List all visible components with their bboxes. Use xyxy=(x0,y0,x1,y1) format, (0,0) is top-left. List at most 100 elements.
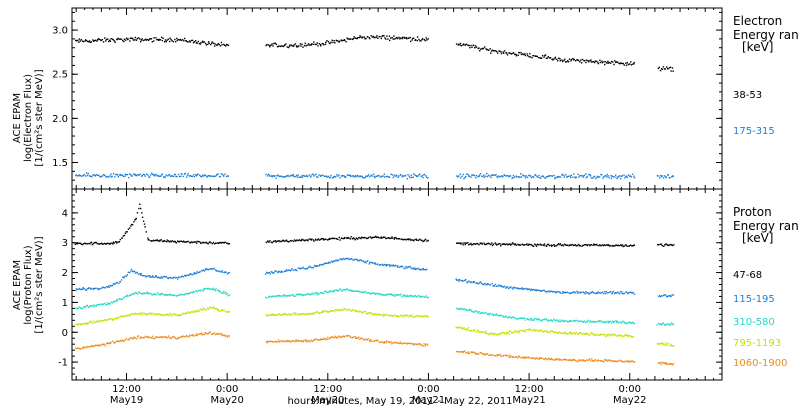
data-point-38-53 xyxy=(599,61,602,64)
data-point-795-1193 xyxy=(349,308,351,311)
data-point-115-195 xyxy=(517,287,519,290)
data-point-115-195 xyxy=(346,258,348,260)
data-point-1060-1900 xyxy=(228,335,230,337)
data-point-175-315 xyxy=(362,177,364,179)
data-point-175-315 xyxy=(299,176,302,178)
data-point-38-53 xyxy=(459,44,461,46)
data-point-38-53 xyxy=(464,44,467,46)
data-point-175-315 xyxy=(128,173,131,175)
data-point-1060-1900 xyxy=(301,340,303,343)
data-point-795-1193 xyxy=(269,314,271,316)
data-point-1060-1900 xyxy=(311,340,314,343)
data-point-795-1193 xyxy=(575,331,578,334)
data-point-1060-1900 xyxy=(363,339,365,341)
data-point-795-1193 xyxy=(470,330,472,332)
data-point-115-195 xyxy=(161,277,163,279)
data-point-38-53 xyxy=(561,60,564,63)
data-point-1060-1900 xyxy=(89,345,91,348)
data-point-1060-1900 xyxy=(518,356,521,358)
data-point-310-580 xyxy=(148,292,150,295)
data-point-175-315 xyxy=(92,174,94,176)
data-point-310-580 xyxy=(346,288,348,290)
data-point-47-68 xyxy=(397,238,399,240)
data-point-38-53 xyxy=(471,46,473,48)
data-point-795-1193 xyxy=(496,334,498,336)
data-point-38-53 xyxy=(629,63,631,65)
data-point-1060-1900 xyxy=(538,357,541,359)
data-point-38-53 xyxy=(473,44,475,47)
data-point-47-68 xyxy=(417,239,420,241)
data-point-47-68 xyxy=(480,242,482,245)
data-point-115-195 xyxy=(621,292,623,295)
data-point-38-53 xyxy=(140,41,142,43)
data-point-47-68 xyxy=(374,236,376,238)
data-point-795-1193 xyxy=(479,331,481,333)
data-point-310-580 xyxy=(339,288,341,290)
data-point-47-68 xyxy=(504,243,506,245)
data-point-310-580 xyxy=(209,288,211,290)
data-point-38-53 xyxy=(319,44,322,46)
data-point-38-53 xyxy=(515,53,517,56)
data-point-38-53 xyxy=(136,37,138,40)
data-point-1060-1900 xyxy=(411,343,413,345)
data-point-1060-1900 xyxy=(465,352,468,354)
data-point-175-315 xyxy=(415,175,417,177)
data-point-310-580 xyxy=(562,320,565,323)
data-point-310-580 xyxy=(412,295,414,298)
data-point-115-195 xyxy=(389,265,391,268)
data-point-47-68 xyxy=(350,236,352,238)
data-point-47-68 xyxy=(535,244,537,246)
data-point-1060-1900 xyxy=(137,335,140,337)
data-point-795-1193 xyxy=(473,330,475,332)
data-point-1060-1900 xyxy=(118,340,120,343)
data-point-38-53 xyxy=(274,42,276,44)
data-point-47-68 xyxy=(135,218,137,221)
data-point-38-53 xyxy=(375,36,377,38)
data-point-47-68 xyxy=(386,237,388,239)
data-point-795-1193 xyxy=(625,334,628,337)
data-point-1060-1900 xyxy=(86,346,88,348)
data-point-38-53 xyxy=(419,40,421,42)
data-point-115-195 xyxy=(508,287,510,290)
data-point-38-53 xyxy=(298,45,300,47)
data-point-115-195 xyxy=(613,292,616,295)
data-point-310-580 xyxy=(116,300,118,302)
data-point-175-315 xyxy=(166,175,169,177)
data-point-310-580 xyxy=(600,321,603,323)
data-point-115-195 xyxy=(614,291,616,294)
data-point-795-1193 xyxy=(158,313,161,315)
data-point-47-68 xyxy=(222,241,224,244)
data-point-38-53 xyxy=(96,40,98,42)
data-point-795-1193 xyxy=(298,314,301,316)
data-point-38-53 xyxy=(622,62,624,65)
data-point-38-53 xyxy=(218,43,220,46)
data-point-175-315 xyxy=(277,174,279,176)
data-point-47-68 xyxy=(101,243,104,245)
data-point-38-53 xyxy=(123,38,126,40)
data-point-115-195 xyxy=(385,265,387,267)
data-point-38-53 xyxy=(539,57,542,59)
data-point-795-1193 xyxy=(350,310,352,312)
data-point-175-315 xyxy=(328,176,331,179)
data-point-1060-1900 xyxy=(372,340,374,343)
data-point-38-53 xyxy=(616,61,619,63)
data-point-115-195 xyxy=(277,271,279,273)
data-point-38-53 xyxy=(590,59,592,61)
data-point-115-195 xyxy=(630,291,632,294)
data-point-1060-1900 xyxy=(92,345,95,348)
data-point-310-580 xyxy=(202,290,204,292)
data-point-38-53 xyxy=(386,35,388,37)
data-point-175-315 xyxy=(482,175,484,178)
data-point-175-315 xyxy=(508,175,510,178)
data-point-47-68 xyxy=(378,237,380,239)
data-point-115-195 xyxy=(97,288,100,291)
data-point-47-68 xyxy=(225,242,228,244)
data-point-115-195 xyxy=(616,291,619,293)
data-point-38-53 xyxy=(84,40,86,42)
data-point-47-68 xyxy=(547,243,550,246)
data-point-47-68 xyxy=(582,244,585,247)
data-point-175-315 xyxy=(598,176,601,178)
data-point-310-580 xyxy=(481,311,483,314)
data-point-1060-1900 xyxy=(419,343,421,345)
data-point-795-1193 xyxy=(627,335,629,338)
